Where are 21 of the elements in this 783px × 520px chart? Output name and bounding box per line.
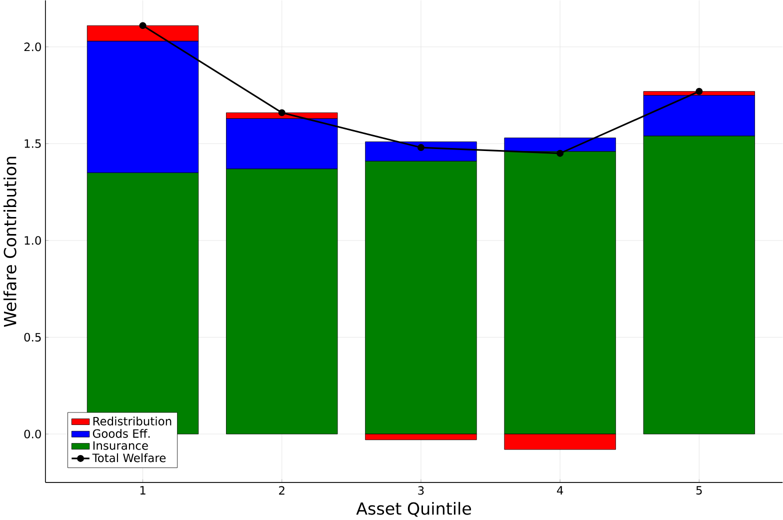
- x-tick-label: 4: [556, 486, 564, 494]
- y-tick-label: 0.5: [24, 332, 41, 342]
- x-axis-title: Asset Quintile: [356, 502, 471, 517]
- point: [417, 144, 424, 151]
- y-tick-label: 1.5: [24, 139, 41, 148]
- legend-label: Insurance: [93, 441, 148, 450]
- y-tick-label: 1.0: [24, 236, 41, 245]
- point: [556, 150, 564, 157]
- x-tick-label: 1: [140, 486, 146, 494]
- legend-label: Goods Eff.: [92, 428, 150, 438]
- y-tick-label: 0.0: [24, 430, 41, 438]
- x-tick-label: 3: [418, 486, 424, 495]
- x-tick-label: 2: [279, 486, 284, 495]
- x-tick-label: 5: [696, 486, 702, 495]
- y-tick-label: 2.0: [24, 42, 41, 52]
- y-axis-title: Welfare Contribution: [3, 156, 16, 327]
- point: [278, 109, 286, 116]
- point: [139, 22, 146, 29]
- point: [696, 88, 703, 95]
- legend-label: Redistribution: [93, 416, 172, 426]
- legend-label: Total Welfare: [92, 453, 166, 462]
